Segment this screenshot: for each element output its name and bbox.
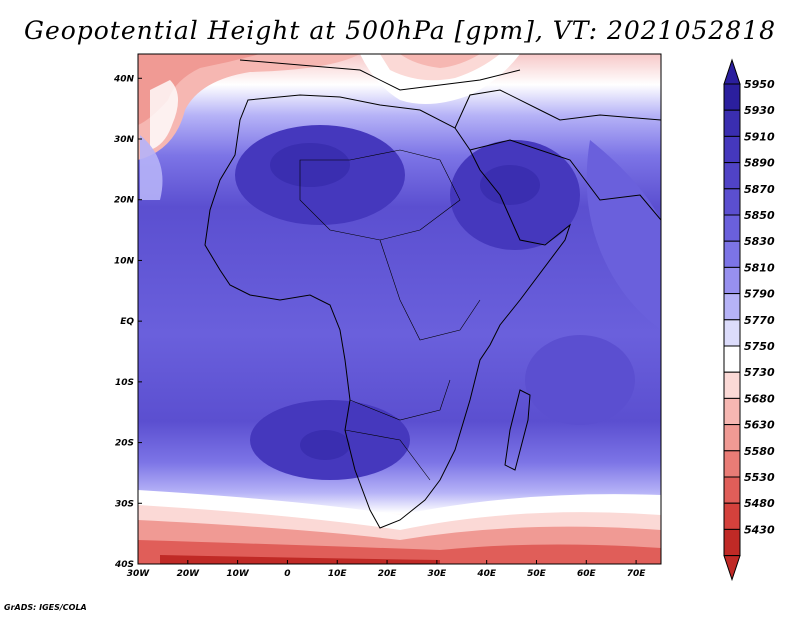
colorbar-label: 5750 bbox=[744, 340, 775, 353]
lat-label: 30N bbox=[114, 135, 135, 145]
colorbar-swatch bbox=[723, 371, 741, 399]
colorbar-label: 5430 bbox=[744, 523, 775, 536]
colorbar-label: 5480 bbox=[744, 497, 775, 510]
lon-label: 0 bbox=[284, 569, 290, 579]
map-axes: 30W 20W 10W 0 10E 20E 30E 40E 50E 60E 70E 40N 30N 20N… bbox=[113, 74, 646, 579]
colorbar-label: 5530 bbox=[744, 471, 775, 484]
colorbar-label: 5790 bbox=[744, 288, 775, 301]
colorbar-label: 5580 bbox=[744, 445, 775, 458]
colorbar-label: 5930 bbox=[744, 104, 775, 117]
lon-label: 20E bbox=[378, 569, 398, 579]
lon-label: 40E bbox=[476, 569, 497, 579]
lat-label: 20N bbox=[114, 196, 135, 206]
colorbar-swatch bbox=[723, 424, 741, 452]
colorbar-label: 5910 bbox=[744, 130, 775, 143]
colorbar-swatch bbox=[723, 345, 741, 373]
colorbar-swatch bbox=[723, 135, 741, 164]
lon-label: 10E bbox=[328, 569, 348, 579]
lat-label: 10N bbox=[114, 256, 135, 266]
colorbar-swatch bbox=[723, 162, 741, 190]
lon-label: 50E bbox=[527, 569, 547, 579]
colorbar-swatch bbox=[723, 450, 741, 478]
colorbar-label: 5770 bbox=[744, 314, 775, 327]
colorbar-swatch bbox=[723, 319, 741, 347]
lon-label: 60E bbox=[577, 569, 597, 579]
colorbar-swatch bbox=[723, 293, 741, 321]
colorbar-swatch bbox=[723, 397, 741, 426]
credit-text: GrADS: IGES/COLA bbox=[4, 603, 87, 612]
lon-label: 30E bbox=[428, 569, 448, 579]
lat-label: 20S bbox=[115, 439, 134, 449]
colorbar-label: 5810 bbox=[744, 261, 775, 274]
lat-label: 40N bbox=[113, 74, 135, 84]
colorbar-swatch bbox=[723, 528, 741, 557]
lon-label: 70E bbox=[627, 569, 647, 579]
lat-label: 10S bbox=[115, 378, 134, 388]
colorbar-label: 5950 bbox=[744, 78, 775, 91]
colorbar-label: 5730 bbox=[744, 366, 775, 379]
colorbar-swatch bbox=[723, 240, 741, 268]
colorbar-swatch bbox=[723, 476, 741, 504]
colorbar-swatch bbox=[723, 109, 741, 137]
lat-label: EQ bbox=[120, 317, 134, 327]
height-field bbox=[138, 54, 661, 564]
map-title: Geopotential Height at 500hPa [gpm], VT:… bbox=[23, 16, 777, 45]
colorbar-label: 5850 bbox=[744, 209, 775, 222]
lat-label: 40S bbox=[114, 560, 134, 570]
coastlines bbox=[204, 59, 661, 529]
lat-label: 30S bbox=[115, 499, 134, 509]
lon-label: 20W bbox=[177, 569, 201, 579]
lon-label: 30W bbox=[127, 569, 151, 579]
colorbar: 5950 5930 5910 5890 5870 5850 5830 5810 5790 5770… bbox=[723, 58, 775, 582]
lon-label: 10W bbox=[226, 569, 250, 579]
map-frame bbox=[137, 53, 662, 565]
colorbar-top-arrow bbox=[723, 58, 741, 85]
colorbar-swatch bbox=[723, 266, 741, 295]
colorbar-label: 5630 bbox=[744, 419, 775, 432]
colorbar-bottom-arrow bbox=[723, 555, 741, 582]
colorbar-swatch bbox=[723, 188, 741, 216]
colorbar-label: 5890 bbox=[744, 157, 775, 170]
colorbar-swatch bbox=[723, 83, 741, 111]
colorbar-label: 5680 bbox=[744, 392, 775, 405]
colorbar-swatch bbox=[723, 502, 741, 530]
colorbar-label: 5870 bbox=[744, 183, 775, 196]
colorbar-label: 5830 bbox=[744, 235, 775, 248]
colorbar-swatch bbox=[723, 214, 741, 242]
